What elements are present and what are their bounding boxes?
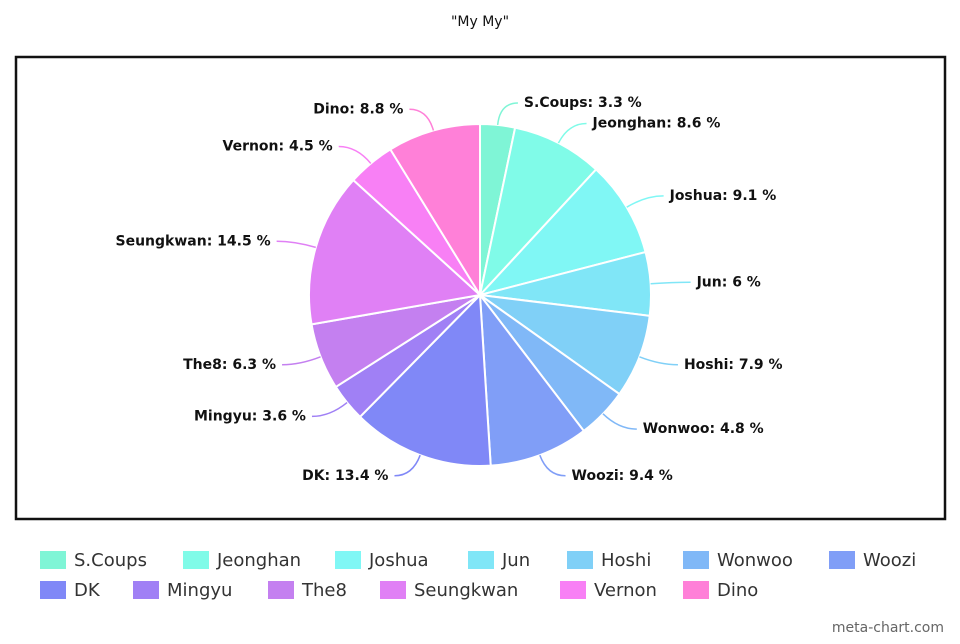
legend-label: Joshua — [368, 550, 429, 571]
legend-swatch — [567, 551, 593, 569]
legend-label: The8 — [301, 580, 347, 601]
legend-label: Dino — [717, 580, 758, 601]
legend-label: S.Coups — [74, 550, 147, 571]
leader-line — [602, 413, 637, 430]
chart-title: "My My" — [451, 14, 509, 30]
legend-swatch — [380, 581, 406, 599]
pie-slice — [308, 178, 483, 326]
legend-swatch — [183, 551, 209, 569]
legend-swatch — [335, 551, 361, 569]
leader-line — [409, 108, 435, 131]
pie-slice — [388, 122, 481, 299]
legend-label: Vernon — [594, 580, 657, 601]
leader-line — [276, 240, 316, 249]
legend-label: Wonwoo — [717, 550, 793, 571]
legend-label: Mingyu — [167, 580, 232, 601]
watermark: meta-chart.com — [832, 620, 944, 636]
leader-line — [338, 145, 372, 164]
legend-label: DK — [74, 580, 101, 601]
legend-swatch — [40, 551, 66, 569]
legend-swatch — [683, 551, 709, 569]
legend-label: Jeonghan — [216, 550, 301, 571]
data-label: Woozi: 9.4 % — [572, 468, 673, 484]
data-label: Wonwoo: 4.8 % — [643, 421, 764, 437]
leader-line — [650, 281, 691, 285]
data-label: Mingyu: 3.6 % — [194, 408, 306, 424]
leader-line — [282, 356, 321, 366]
legend-swatch — [829, 551, 855, 569]
data-label: Vernon: 4.5 % — [223, 139, 333, 155]
leader-line — [639, 356, 678, 366]
legend-swatch — [133, 581, 159, 599]
legend-label: Woozi — [863, 550, 916, 571]
leader-line — [496, 102, 518, 125]
data-label: Jeonghan: 8.6 % — [592, 116, 721, 132]
legend-label: Jun — [501, 550, 530, 571]
leader-line — [311, 401, 348, 418]
data-label: Hoshi: 7.9 % — [684, 357, 783, 373]
data-label: Joshua: 9.1 % — [669, 188, 777, 204]
plot-frame — [14, 55, 947, 521]
leader-line — [626, 195, 664, 208]
data-label: DK: 13.4 % — [302, 468, 388, 484]
leader-line — [394, 454, 421, 477]
legend-swatch — [268, 581, 294, 599]
legend-swatch — [683, 581, 709, 599]
data-label: Dino: 8.8 % — [313, 101, 403, 117]
legend-label: Hoshi — [601, 550, 651, 571]
data-label: The8: 6.3 % — [183, 357, 276, 373]
legend-swatch — [40, 581, 66, 599]
leader-line — [539, 454, 566, 477]
data-label: Seungkwan: 14.5 % — [116, 233, 271, 249]
pie-slice — [478, 126, 598, 299]
legend-swatch — [468, 551, 494, 569]
data-label: Jun: 6 % — [696, 274, 761, 290]
data-label: S.Coups: 3.3 % — [524, 95, 642, 111]
pie-slice — [476, 168, 647, 297]
leader-line — [557, 122, 587, 144]
legend-swatch — [560, 581, 586, 599]
legend-label: Seungkwan — [414, 580, 518, 601]
